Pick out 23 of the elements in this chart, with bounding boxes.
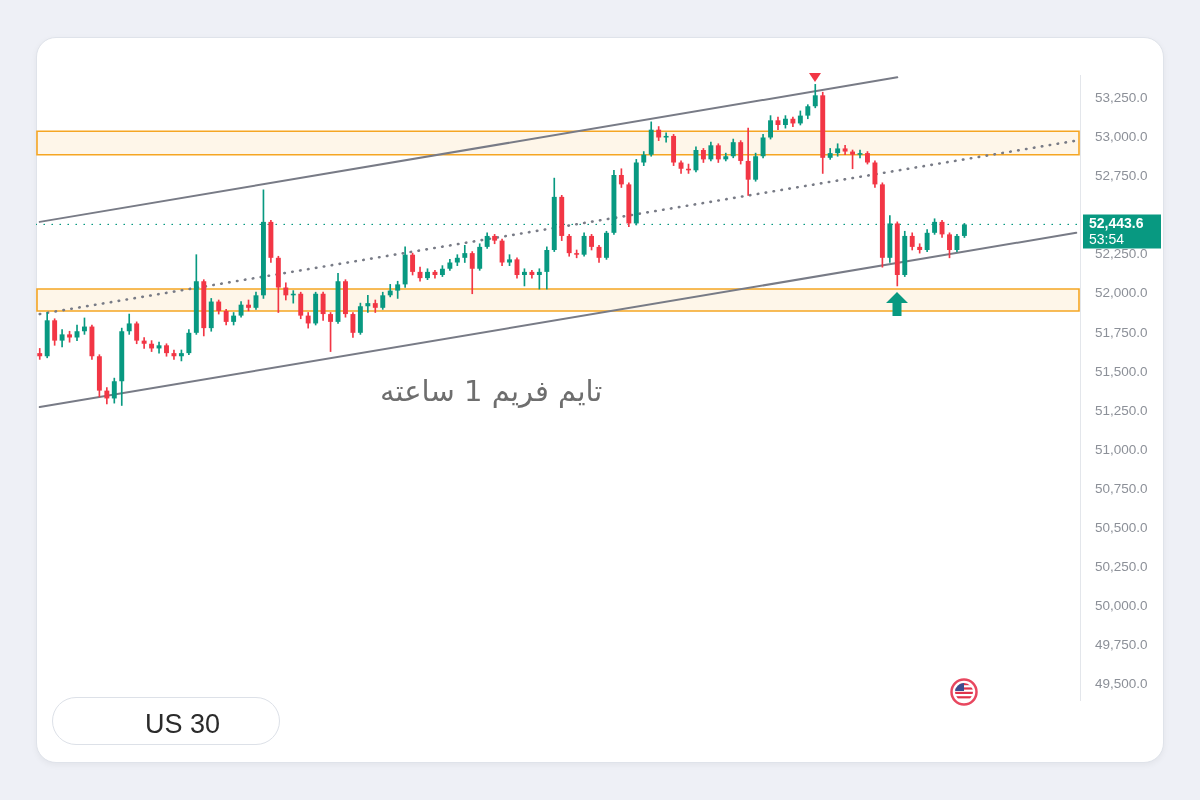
y-tick-label: 50,500.0 (1095, 519, 1148, 535)
y-tick-label: 51,750.0 (1095, 324, 1148, 340)
text: US 30 (145, 709, 221, 740)
y-tick-label: 51,000.0 (1095, 441, 1148, 457)
y-tick-label: 50,250.0 (1095, 558, 1148, 574)
text: 53:54 (1089, 231, 1125, 248)
ref-line-label: 52,443.6 (1089, 215, 1144, 232)
y-tick-label: 50,750.0 (1095, 480, 1148, 496)
y-tick-label: 53,250.0 (1095, 90, 1148, 106)
candlestick (141, 337, 147, 349)
y-tick-label: 50,000.0 (1095, 597, 1148, 613)
y-tick-label: 52,000.0 (1095, 285, 1148, 301)
y-tick-label: 49,750.0 (1095, 637, 1148, 653)
candlestick (365, 294, 371, 313)
y-tick-label: 53,000.0 (1095, 129, 1148, 145)
y-tick-label: 51,250.0 (1095, 402, 1148, 418)
y-tick-label: 52,750.0 (1095, 168, 1148, 184)
y-tick-label: 49,500.0 (1095, 676, 1148, 692)
candlestick (37, 348, 43, 360)
candlestick (663, 132, 669, 143)
annotation: تایم فریم 1 ساعته (380, 374, 603, 408)
y-tick-label: 52,250.0 (1095, 246, 1148, 262)
y-tick-label: 51,500.0 (1095, 363, 1148, 379)
